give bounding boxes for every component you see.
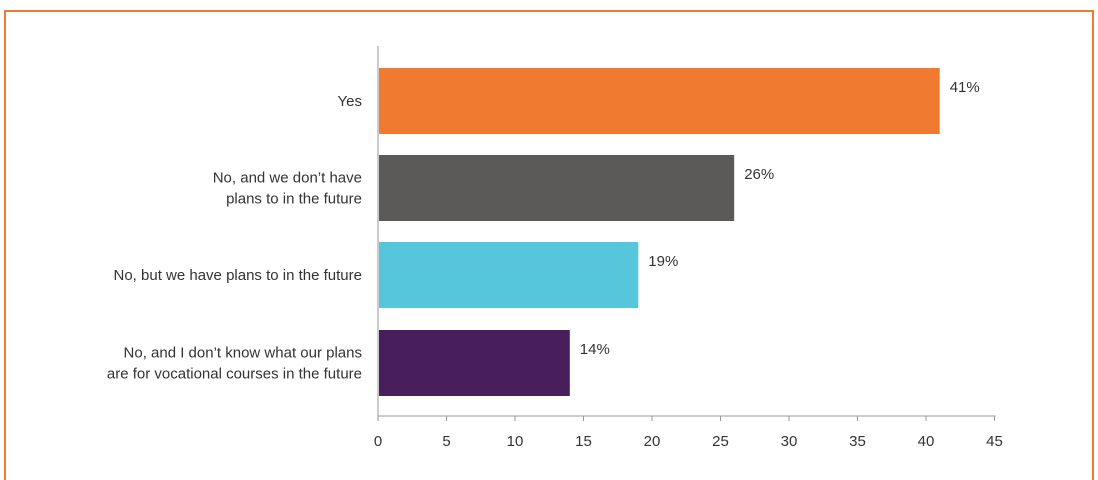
x-tick-label: 30 (781, 433, 798, 450)
x-tick-label: 45 (986, 433, 1003, 450)
x-tick-label: 40 (918, 433, 935, 450)
x-tick-label: 20 (644, 433, 661, 450)
category-label-line: plans to in the future (226, 191, 362, 208)
category-label-line: No, and I don’t know what our plans (124, 345, 362, 362)
category-label-line: No, but we have plans to in the future (114, 267, 363, 284)
x-tick-label: 15 (575, 433, 592, 450)
x-tick-label: 10 (507, 433, 524, 450)
x-tick-label: 25 (712, 433, 729, 450)
category-label-line: are for vocational courses in the future (107, 366, 362, 383)
x-tick-label: 35 (849, 433, 866, 450)
bar (379, 242, 639, 308)
bar-value-label: 14% (580, 341, 610, 358)
bar-value-label: 26% (744, 166, 774, 183)
x-tick-label: 5 (442, 433, 450, 450)
category-label-line: Yes (338, 93, 362, 110)
category-label-line: No, and we don’t have (213, 170, 362, 187)
bar (379, 330, 570, 396)
bar-value-label: 19% (648, 253, 678, 270)
bar-value-label: 41% (950, 79, 980, 96)
bar (379, 155, 735, 221)
category-label: Yes (338, 93, 362, 110)
category-label: No, and I don’t know what our plans are f… (107, 345, 362, 383)
bar (379, 68, 940, 134)
category-label: No, but we have plans to in the future (114, 267, 363, 284)
x-tick-label: 0 (374, 433, 382, 450)
category-label: No, and we don’t have plans to in the fut… (213, 170, 362, 208)
